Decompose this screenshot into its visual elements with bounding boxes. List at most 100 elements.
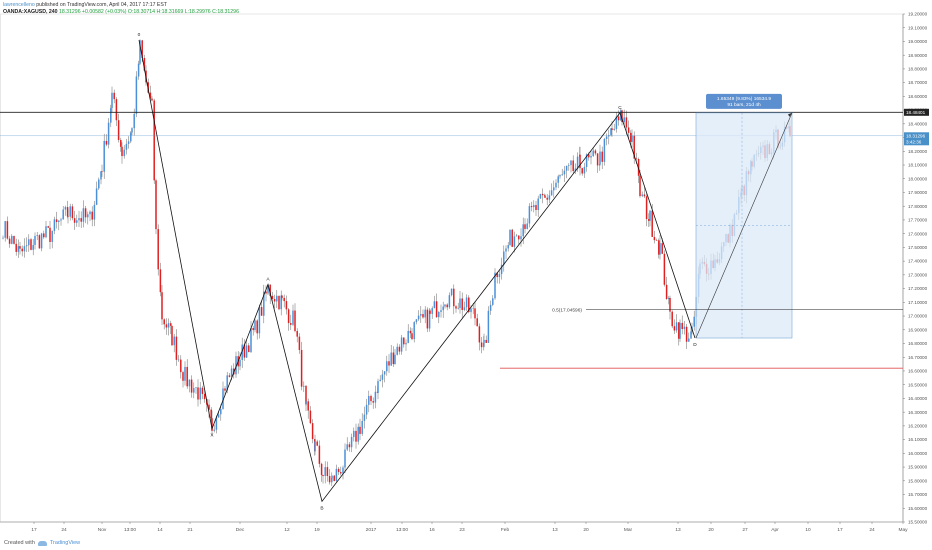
candle-body (239, 360, 241, 367)
candle-body (370, 395, 372, 402)
candle-body (64, 207, 67, 210)
tradingview-brand[interactable]: TradingView (49, 540, 81, 546)
candle-body (292, 310, 294, 325)
price-axis[interactable]: 19.20000 19.10000 19.00000 18.90000 18.80000… (903, 12, 929, 525)
candle-body (177, 359, 180, 361)
candle-body (433, 301, 436, 309)
price-tick-label: 17.70000 (908, 218, 928, 223)
candle-body (320, 463, 323, 475)
measure-label-line2: 91 bars, 21d 4h (727, 102, 761, 108)
candle-body (93, 204, 96, 220)
candle-body (651, 210, 653, 237)
candle-body (51, 230, 53, 242)
candle-body (357, 426, 359, 442)
candle-body (346, 444, 348, 450)
candle-body (639, 175, 641, 197)
candle-body (438, 311, 440, 318)
candle-body (130, 132, 132, 142)
candle-body (613, 128, 615, 130)
candle-body (103, 140, 105, 172)
candle-body (428, 310, 431, 329)
pattern-point-label: D (693, 342, 697, 348)
time-axis[interactable]: 17 24 Nov 13:00 14 21 Dec 12 19 2017 13:00 16 23 Feb 1… (31, 522, 908, 533)
drawing-overlays: 1.65349 (9.83%) 16534.991 bars, 21d 4h 0.… (0, 32, 903, 511)
candle-body (40, 233, 43, 249)
candle-body (149, 92, 152, 99)
price-tick-label: 16.00000 (908, 451, 928, 456)
candle-body (283, 297, 285, 302)
candle-body (453, 288, 455, 307)
candle-body (294, 310, 296, 332)
candle-body (361, 420, 363, 434)
candle-body (254, 320, 256, 331)
candle-body (663, 253, 666, 285)
candle-body (331, 477, 333, 483)
candle-body (45, 226, 47, 238)
candle-body (623, 117, 625, 123)
candle-body (630, 132, 632, 142)
candle-body (675, 322, 678, 331)
candle-body (163, 319, 165, 325)
candle-body (424, 309, 426, 318)
candle-body (489, 304, 492, 311)
candle-body (224, 388, 226, 391)
candle-body (290, 323, 292, 325)
candle-body (211, 418, 213, 431)
candle-body (450, 288, 453, 296)
author-name[interactable]: lawrencelleno (3, 2, 35, 8)
candle-body (442, 306, 444, 311)
candle-body (173, 336, 175, 346)
candle-body (180, 359, 182, 373)
candle-body (355, 430, 357, 442)
candle-body (101, 171, 103, 172)
candle-body (653, 236, 656, 241)
time-tick-label: May (898, 527, 908, 533)
candle-body (58, 220, 60, 222)
candle-body (459, 298, 461, 309)
time-tick-label: 27 (742, 527, 748, 533)
candle-body (11, 235, 13, 244)
candle-body (568, 165, 570, 166)
candle-body (167, 323, 170, 328)
candle-body (256, 320, 258, 334)
candle-body (8, 238, 11, 244)
candle-body (201, 387, 204, 394)
candle-body (405, 342, 407, 345)
candle-body (555, 182, 557, 188)
candle-body (400, 337, 403, 352)
candle-body (565, 165, 568, 171)
candle-body (331, 475, 333, 478)
price-tick-label: 15.70000 (908, 492, 928, 497)
candle-body (220, 408, 222, 415)
candle-body (123, 149, 125, 157)
candle-body (368, 395, 370, 405)
candle-body (581, 168, 583, 174)
candle-body (208, 404, 210, 410)
time-tick-label: 13:00 (124, 527, 136, 533)
candle-body (280, 295, 282, 310)
candle-body (67, 216, 69, 217)
candle-body (226, 375, 228, 391)
candle-body (633, 135, 635, 159)
time-tick-label: Mar (624, 527, 633, 533)
candle-body (524, 224, 526, 229)
time-tick-label: 10 (805, 527, 811, 533)
candle-body (615, 116, 618, 129)
candle-body (186, 366, 188, 387)
price-tick-label: 18.00000 (908, 176, 928, 181)
candle-body (265, 291, 267, 294)
candle-body (55, 219, 58, 222)
candle-body (269, 284, 271, 296)
price-tick-label: 17.20000 (908, 286, 928, 291)
candle-body (298, 336, 301, 350)
candle-body (165, 324, 168, 328)
candle-body (588, 154, 590, 158)
candle-body (260, 307, 263, 316)
candle-body (388, 361, 390, 366)
price-tick-label: 16.70000 (908, 355, 928, 360)
candle-body (535, 205, 537, 211)
time-tick-label: 21 (187, 527, 193, 533)
price-tick-label: 16.90000 (908, 327, 928, 332)
candle-body (34, 235, 36, 245)
